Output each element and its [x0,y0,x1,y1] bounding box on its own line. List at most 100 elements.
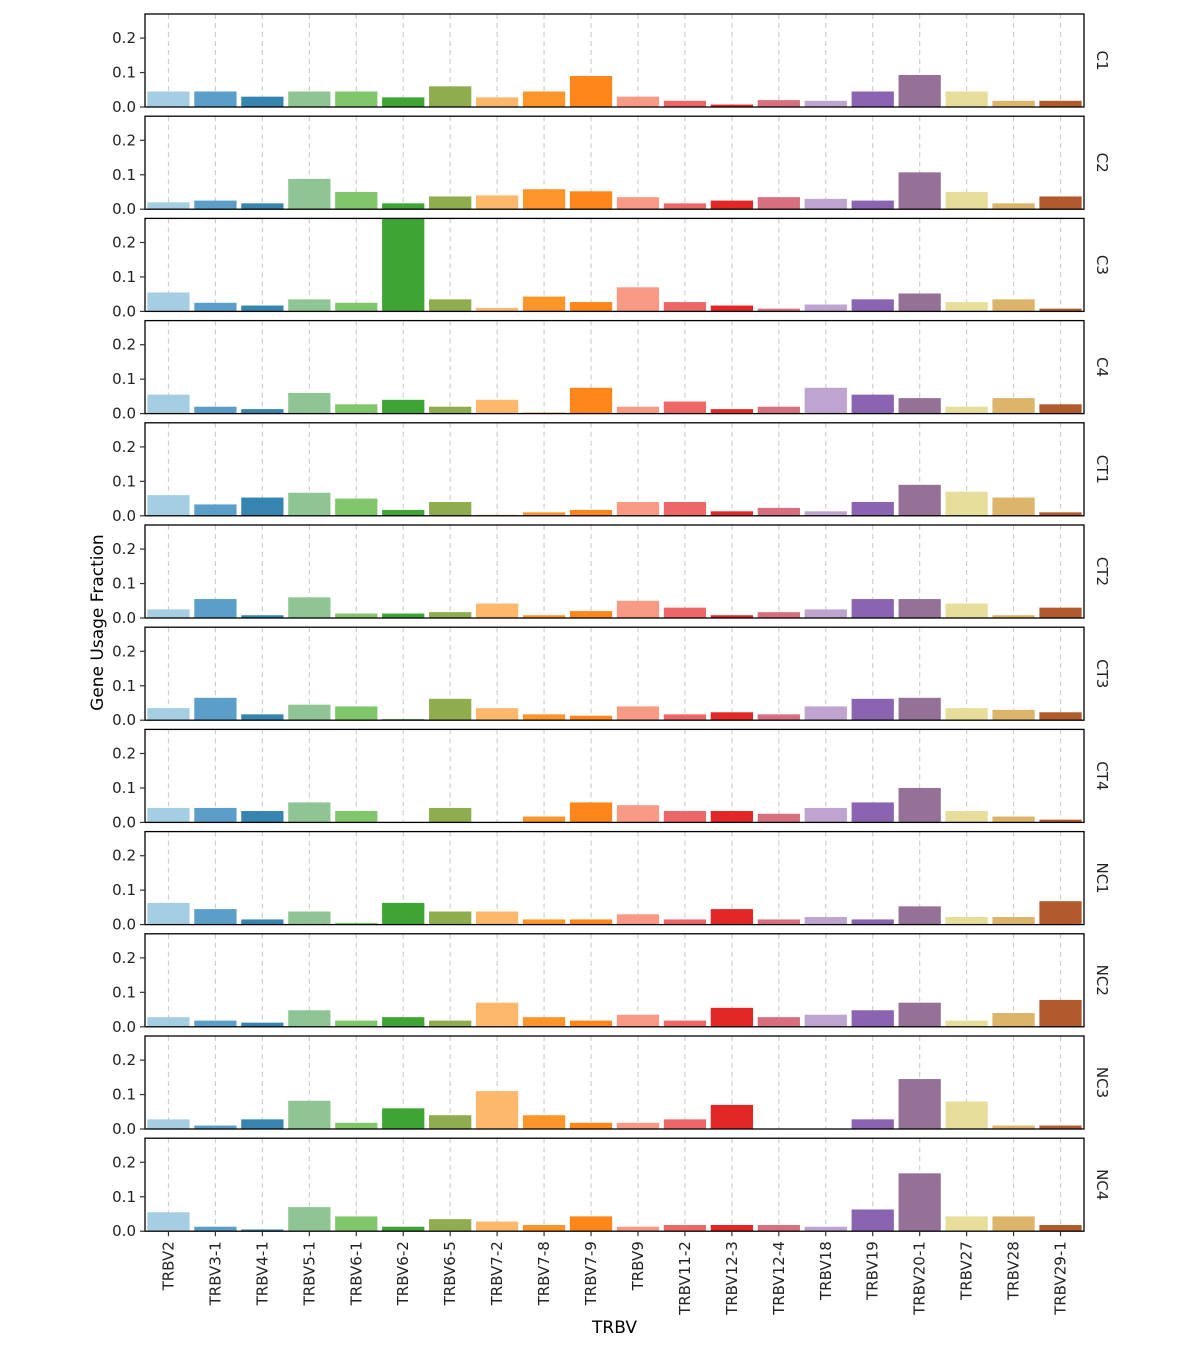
bar-C2-TRBV12-3 [710,200,754,210]
bar-CT4-TRBV3-1 [194,807,237,823]
bar-NC3-TRBV3-1 [194,1125,237,1129]
bar-C1-TRBV3-1 [194,91,237,107]
bar-CT3-TRBV4-1 [241,714,284,721]
bar-CT2-TRBV19 [851,599,894,618]
bar-NC4-TRBV11-2 [663,1225,707,1232]
bar-CT1-TRBV4-1 [241,497,284,516]
y-tick-label: 0.1 [112,1086,136,1104]
bar-C2-TRBV19 [851,200,894,210]
x-tick-label-TRBV11-2: TRBV11-2 [676,1241,694,1316]
facet-panel-C4: 0.0 0.1 0.2 C4 [112,319,1111,423]
facet-panel-NC2: 0.0 0.1 0.2 NC2 [112,933,1111,1036]
y-tick-label: 0.0 [112,1018,136,1036]
bar-CT3-TRBV27 [945,708,988,721]
bar-NC3-TRBV2 [147,1119,190,1129]
bar-CT4-TRBV11-2 [663,811,707,823]
x-tick-label-TRBV20-1: TRBV20-1 [911,1241,929,1316]
panel-border [144,13,1085,108]
bar-C3-TRBV7-8 [522,296,566,312]
bar-CT4-TRBV19 [851,802,894,823]
bar-NC2-TRBV29-1 [1039,999,1082,1027]
bar-NC2-TRBV7-2 [475,1002,519,1027]
facet-panel-CT2: 0.0 0.1 0.2 CT2 [112,524,1111,627]
y-tick-label: 0.1 [112,881,136,899]
bar-CT4-TRBV20-1 [898,787,941,823]
y-tick-label: 0.2 [112,847,136,865]
bar-CT2-TRBV9 [616,600,660,618]
bar-C3-TRBV2 [147,292,190,312]
x-tick-label-TRBV6-1: TRBV6-1 [347,1241,365,1306]
bar-CT2-TRBV11-2 [663,607,707,618]
facet-strip-label-CT1: CT1 [1093,455,1111,484]
panel-border [144,319,1085,415]
bar-C1-TRBV29-1 [1039,100,1082,107]
bar-NC1-TRBV2 [147,902,190,925]
bar-C2-TRBV7-8 [522,189,566,210]
x-tick-label-TRBV7-9: TRBV7-9 [582,1241,600,1306]
facet-panel-C1: 0.0 0.1 0.2 C1 [112,13,1111,116]
y-tick-label: 0.2 [112,131,136,149]
bar-CT3-TRBV2 [147,708,190,721]
bar-CT2-TRBV4-1 [241,615,284,618]
bar-NC4-TRBV4-1 [241,1229,284,1232]
bar-C2-TRBV4-1 [241,203,284,210]
x-tick-label-TRBV27: TRBV27 [958,1241,976,1301]
y-tick-label: 0.0 [112,200,136,218]
x-axis-title: TRBV [591,1318,637,1338]
bar-C1-TRBV9 [616,96,660,107]
x-tick-label-TRBV3-1: TRBV3-1 [206,1241,224,1306]
bar-NC3-TRBV29-1 [1039,1125,1082,1129]
bar-NC3-TRBV7-9 [569,1122,613,1129]
bar-NC1-TRBV29-1 [1039,901,1082,925]
x-axis: TRBV2 TRBV3-1 TRBV4-1 TRBV5-1 TRBV6-1 TRBV6-2… [159,1231,1070,1316]
bar-CT4-TRBV28 [992,816,1035,823]
bar-NC4-TRBV2 [147,1212,190,1232]
panel-border [144,933,1085,1028]
bar-CT3-TRBV12-3 [710,712,754,721]
bar-NC1-TRBV7-2 [475,911,519,925]
bar-C3-TRBV5-1 [288,299,331,312]
bar-C3-TRBV6-5 [429,299,472,312]
bar-C3-TRBV7-2 [475,307,519,312]
facet-panel-NC4: 0.0 0.1 0.2 NC4 [112,1137,1111,1240]
facet-panel-C2: 0.0 0.1 0.2 C2 [112,115,1111,218]
bar-CT3-TRBV29-1 [1039,712,1082,721]
bar-CT1-TRBV18 [804,511,847,516]
bar-CT4-TRBV12-3 [710,811,754,823]
bar-CT2-TRBV12-4 [757,612,800,618]
facet-strip-label-C2: C2 [1093,153,1111,173]
bar-C4-TRBV7-9 [569,387,613,414]
bar-C1-TRBV2 [147,91,190,107]
bar-NC1-TRBV12-3 [710,909,754,925]
x-tick-label-TRBV5-1: TRBV5-1 [300,1241,318,1306]
facet-panel-C3: 0.0 0.1 0.2 C3 [112,217,1111,320]
bar-CT1-TRBV6-2 [382,509,425,516]
bar-C3-TRBV11-2 [663,302,707,312]
bar-C2-TRBV7-2 [475,195,519,210]
facet-panel-CT4: 0.0 0.1 0.2 CT4 [112,728,1111,831]
bar-C3-TRBV7-9 [569,302,613,312]
bar-CT2-TRBV6-2 [382,613,425,618]
bar-CT3-TRBV9 [616,706,660,721]
bar-C4-TRBV29-1 [1039,404,1082,414]
bar-C1-TRBV5-1 [288,91,331,107]
bar-NC2-TRBV7-9 [569,1020,613,1027]
bar-C4-TRBV2 [147,394,190,414]
bar-C4-TRBV27 [945,406,988,414]
bar-C3-TRBV20-1 [898,293,941,312]
panel-border [144,1137,1085,1232]
bar-C3-TRBV12-4 [757,308,800,312]
bar-C1-TRBV6-5 [429,86,472,107]
bar-CT3-TRBV6-5 [429,698,472,721]
bar-NC2-TRBV2 [147,1017,190,1027]
y-tick-label: 0.0 [112,302,136,320]
bar-CT1-TRBV19 [851,502,894,516]
y-tick-label: 0.0 [112,405,136,423]
bar-NC1-TRBV9 [616,914,660,925]
facet-strip-label-CT4: CT4 [1093,761,1111,790]
bar-NC4-TRBV29-1 [1039,1225,1082,1232]
bar-CT1-TRBV27 [945,491,988,516]
bar-NC2-TRBV11-2 [663,1020,707,1027]
bar-C4-TRBV20-1 [898,398,941,414]
